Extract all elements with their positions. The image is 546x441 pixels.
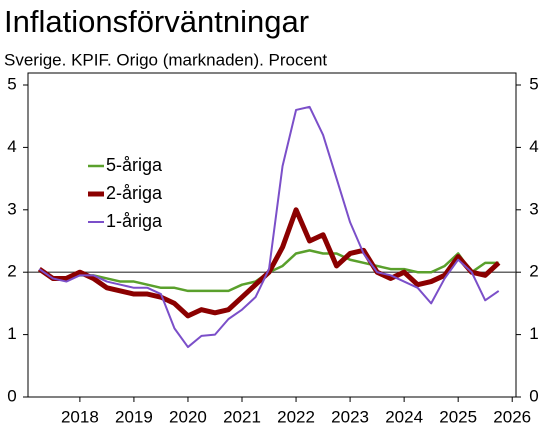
y-tick-label: 4	[7, 137, 16, 156]
chart-subtitle: Sverige. KPIF. Origo (marknaden). Procen…	[4, 50, 327, 69]
legend-label: 2-åriga	[106, 183, 163, 203]
x-tick-label: 2018	[61, 407, 99, 426]
y2-tick-label: 0	[529, 386, 538, 405]
x-tick-label: 2025	[439, 407, 477, 426]
x-tick-label: 2022	[277, 407, 315, 426]
y-tick-label: 0	[7, 386, 16, 405]
legend-label: 1-åriga	[106, 211, 163, 231]
y2-tick-label: 2	[529, 262, 538, 281]
x-tick-label: 2026	[493, 407, 531, 426]
legend-label: 5-åriga	[106, 155, 163, 175]
plot-frame	[27, 72, 517, 398]
y-tick-label: 2	[7, 262, 16, 281]
x-tick-label: 2023	[331, 407, 369, 426]
series-line	[37, 207, 501, 319]
y-tick-label: 1	[7, 324, 16, 343]
series-line	[38, 105, 500, 349]
chart-title: Inflationsförväntningar	[4, 4, 309, 39]
x-tick-label: 2020	[169, 407, 207, 426]
y2-tick-label: 5	[529, 74, 538, 93]
x-tick-label: 2019	[115, 407, 153, 426]
x-tick-label: 2021	[223, 407, 261, 426]
x-tick-label: 2024	[385, 407, 423, 426]
y2-tick-label: 1	[529, 324, 538, 343]
y-tick-label: 5	[7, 74, 16, 93]
y2-tick-label: 4	[529, 137, 538, 156]
y-tick-label: 3	[7, 199, 16, 218]
y2-tick-label: 3	[529, 199, 538, 218]
